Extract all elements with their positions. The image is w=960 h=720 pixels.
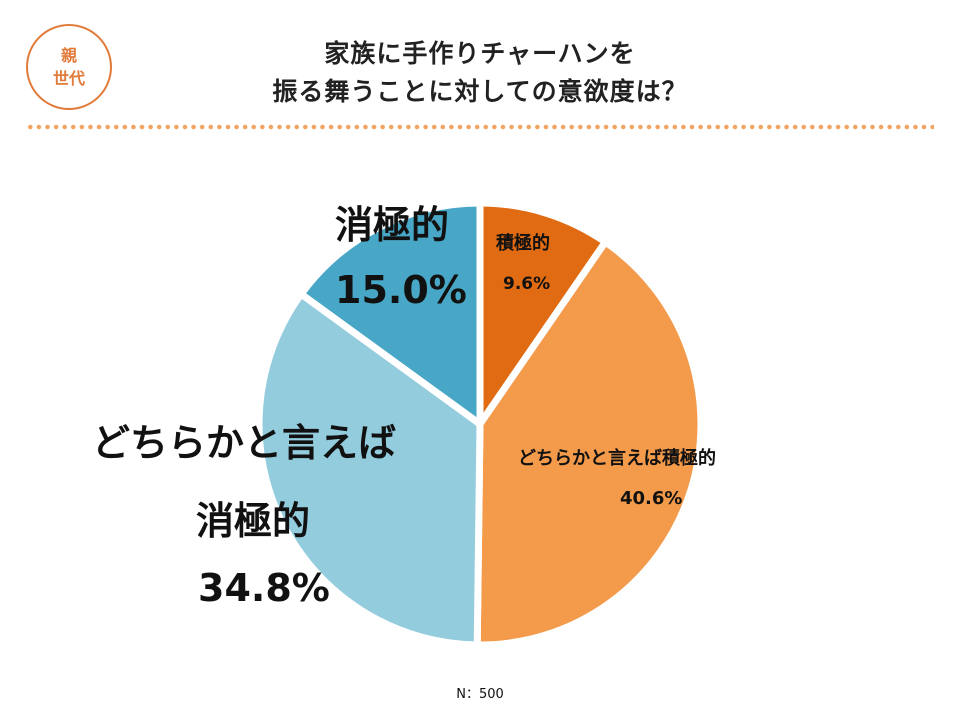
sample-size: N：500 (456, 687, 504, 702)
label-somewhat-negative-line2: 消極的 (196, 499, 311, 543)
slice-somewhat-positive (473, 238, 705, 649)
slice-positive (476, 199, 609, 428)
label-somewhat-negative-line1: どちらかと言えば (92, 421, 397, 465)
slice-somewhat-negative (255, 290, 484, 649)
chart-title-line2: 振る舞うことに対しての意欲度は？ (272, 77, 688, 106)
value-somewhat-negative: 34.8% (198, 566, 330, 610)
label-negative: 消極的 (335, 203, 450, 247)
slice-negative (297, 199, 484, 428)
generation-badge: 親 世代 (26, 24, 112, 110)
label-positive: 積極的 (496, 233, 550, 254)
dotted-divider (26, 124, 934, 130)
label-somewhat-positive: どちらかと言えば積極的 (518, 448, 716, 469)
badge-line1: 親 (60, 46, 77, 65)
value-somewhat-positive: 40.6% (620, 488, 683, 509)
value-negative: 15.0% (335, 268, 467, 312)
value-positive: 9.6% (503, 274, 551, 294)
badge-line2: 世代 (52, 69, 85, 88)
chart-title-line1: 家族に手作りチャーハンを (324, 39, 636, 68)
